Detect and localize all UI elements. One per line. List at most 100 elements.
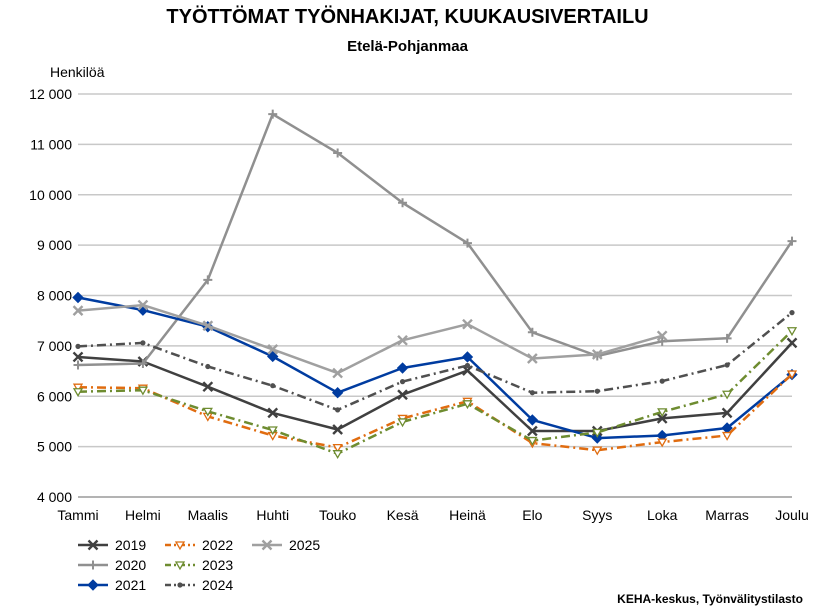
data-point-2020 (787, 236, 797, 246)
data-point-2020 (73, 360, 83, 370)
data-point-2025 (591, 349, 603, 360)
data-point-2020 (462, 238, 472, 248)
data-point-2022 (72, 383, 84, 393)
data-point-2024 (464, 362, 471, 369)
legend: 2019 2020 2021 2022 2023 2024 2025 (78, 537, 320, 593)
series-lines (72, 109, 798, 459)
legend-item-2020: 2020 (78, 557, 146, 573)
legend-marker (177, 582, 183, 588)
x-tick-label: Huhti (256, 507, 289, 523)
data-point-2024 (594, 388, 600, 394)
data-point-2020 (527, 327, 537, 337)
legend-marker (87, 539, 99, 551)
data-point-2020 (333, 148, 343, 158)
data-point-2022 (721, 431, 733, 441)
x-tick-label: Helmi (125, 507, 161, 523)
legend-marker (174, 541, 186, 551)
y-tick-label: 4 000 (37, 489, 72, 505)
data-point-2025 (267, 344, 279, 355)
legend-marker (87, 579, 99, 591)
data-point-2021 (591, 432, 603, 444)
y-tick-label: 5 000 (37, 439, 72, 455)
legend-item-2022: 2022 (165, 537, 233, 553)
data-point-2021 (267, 350, 279, 363)
legend-item-2023: 2023 (165, 557, 233, 573)
series-2025 (72, 299, 668, 379)
legend-item-2025: 2025 (252, 537, 320, 553)
legend-label: 2019 (115, 537, 146, 553)
data-point-2021 (526, 414, 539, 426)
legend-marker (261, 539, 273, 551)
series-2023 (72, 327, 798, 459)
data-point-2022 (786, 370, 798, 380)
data-point-2024 (789, 310, 795, 316)
x-tick-labels: Tammi Helmi Maalis Huhti Touko Kesä Heinä Elo Sy… (57, 507, 808, 523)
data-point-2023 (397, 418, 408, 428)
data-point-2020 (138, 359, 148, 369)
data-point-2022 (592, 446, 603, 456)
series-line-2022 (77, 373, 793, 452)
legend-item-2021: 2021 (78, 577, 146, 593)
gridlines (78, 93, 792, 498)
data-point-2022 (657, 438, 668, 448)
chart-subtitle: Etelä-Pohjanmaa (347, 38, 468, 55)
data-point-2023 (137, 386, 149, 396)
data-point-2020 (268, 109, 278, 119)
y-tick-label: 7 000 (37, 338, 72, 354)
data-point-2025 (72, 305, 84, 316)
legend-label: 2020 (115, 557, 146, 573)
y-tick-label: 12 000 (29, 86, 72, 102)
data-point-2024 (270, 383, 276, 389)
source-note: KEHA-keskus, Työnvälitystilasto (617, 592, 803, 606)
x-tick-label: Syys (582, 507, 612, 523)
legend-marker (88, 560, 98, 570)
x-tick-label: Loka (647, 507, 678, 523)
y-tick-label: 11 000 (30, 136, 72, 152)
legend-label: 2022 (202, 537, 233, 553)
legend-marker (174, 561, 186, 571)
data-point-2025 (527, 353, 538, 364)
data-point-2023 (462, 400, 473, 410)
series-line-2024 (77, 311, 793, 412)
data-point-2023 (202, 407, 213, 417)
data-point-2024 (399, 379, 406, 385)
data-point-2023 (592, 428, 603, 438)
data-point-2023 (786, 327, 798, 337)
data-point-2019 (202, 381, 214, 393)
data-point-2019 (786, 337, 798, 349)
data-point-2020 (657, 336, 667, 346)
series-line-2020 (77, 112, 794, 367)
x-tick-label: Tammi (57, 507, 98, 523)
data-point-2019 (656, 413, 668, 424)
data-point-2020 (203, 275, 213, 285)
legend-label: 2024 (202, 577, 233, 593)
data-point-2021 (72, 291, 84, 304)
x-tick-label: Touko (319, 507, 357, 523)
series-2020 (73, 109, 797, 370)
x-tick-label: Elo (522, 507, 542, 523)
x-tick-label: Kesä (387, 507, 419, 523)
data-point-2025 (656, 330, 668, 342)
y-tick-label: 9 000 (37, 237, 72, 253)
series-line-2025 (77, 303, 663, 375)
x-tick-label: Marras (705, 507, 749, 523)
data-point-2019 (332, 424, 343, 435)
data-point-2024 (529, 390, 535, 396)
data-point-2025 (332, 367, 343, 379)
series-2024 (75, 310, 795, 413)
data-point-2025 (137, 299, 149, 311)
data-point-2024 (724, 362, 730, 368)
data-point-2023 (267, 426, 278, 436)
series-line-2021 (77, 296, 793, 440)
series-2019 (72, 337, 798, 437)
data-point-2021 (461, 351, 474, 363)
data-point-2024 (205, 363, 211, 370)
y-tick-label: 6 000 (37, 388, 72, 404)
data-point-2025 (462, 318, 473, 330)
data-point-2023 (657, 408, 668, 418)
data-point-2019 (721, 407, 733, 419)
data-point-2025 (397, 334, 408, 346)
legend-item-2024: 2024 (165, 577, 233, 593)
data-point-2025 (202, 320, 214, 332)
